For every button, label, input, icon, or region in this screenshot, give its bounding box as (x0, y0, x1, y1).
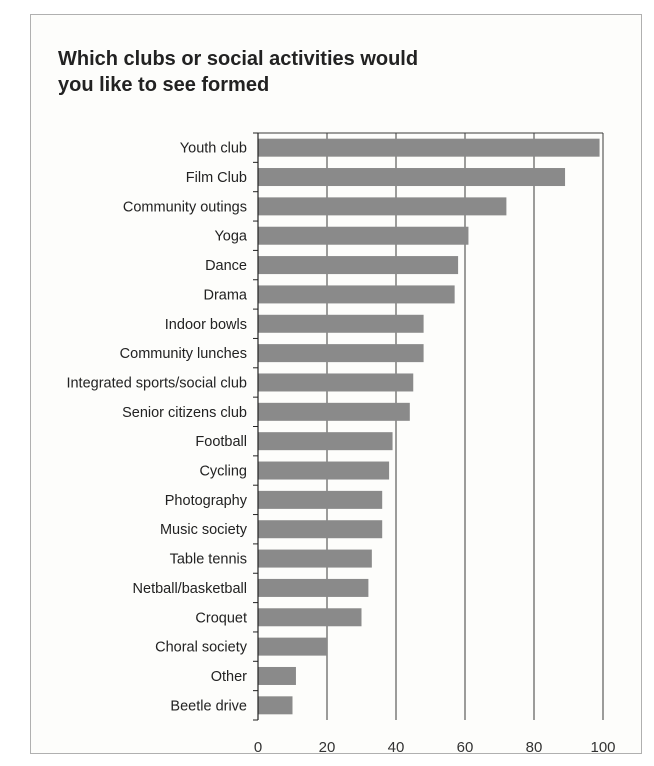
category-label-9: Senior citizens club (122, 405, 247, 421)
x-tick-label-0: 0 (254, 739, 262, 756)
x-tick-label-3: 60 (457, 739, 474, 756)
bar-10 (258, 432, 393, 451)
category-label-8: Integrated sports/social club (66, 375, 247, 391)
category-label-10: Football (195, 434, 247, 450)
category-label-15: Netball/basketball (133, 581, 247, 597)
bar-11 (258, 461, 390, 480)
category-label-5: Drama (203, 287, 247, 303)
x-tick-label-2: 40 (388, 739, 405, 756)
category-label-16: Croquet (195, 610, 247, 626)
bar-13 (258, 520, 383, 539)
x-tick-label-1: 20 (319, 739, 336, 756)
chart-title: Which clubs or social activities would y… (58, 46, 518, 98)
x-tick-label-5: 100 (590, 739, 615, 756)
bar-15 (258, 578, 369, 597)
category-label-14: Table tennis (170, 552, 247, 568)
bar-16 (258, 608, 362, 627)
category-label-12: Photography (165, 493, 248, 509)
category-label-1: Film Club (186, 170, 247, 186)
category-label-2: Community outings (123, 199, 247, 215)
bar-12 (258, 490, 383, 509)
category-label-19: Beetle drive (170, 698, 247, 714)
bar-1 (258, 168, 566, 187)
bar-0 (258, 138, 600, 157)
bar-5 (258, 285, 455, 304)
x-tick-label-4: 80 (526, 739, 543, 756)
chart-title-line-1: Which clubs or social activities would (58, 48, 419, 70)
bar-9 (258, 402, 410, 421)
bar-2 (258, 197, 507, 216)
bar-6 (258, 314, 424, 333)
category-label-13: Music society (160, 522, 248, 538)
category-label-7: Community lunches (120, 346, 247, 362)
bar-14 (258, 549, 372, 568)
category-label-18: Other (211, 669, 247, 685)
bar-19 (258, 696, 293, 715)
category-label-0: Youth club (180, 141, 247, 157)
category-label-3: Yoga (214, 229, 247, 245)
bar-4 (258, 256, 459, 275)
bar-7 (258, 344, 424, 363)
bar-8 (258, 373, 414, 392)
bar-3 (258, 226, 469, 245)
category-label-6: Indoor bowls (165, 317, 247, 333)
category-label-17: Choral society (155, 640, 248, 656)
category-label-11: Cycling (199, 464, 247, 480)
bar-17 (258, 637, 327, 656)
chart-title-line-2: you like to see formed (58, 74, 270, 96)
category-label-4: Dance (205, 258, 247, 274)
bar-18 (258, 666, 296, 685)
